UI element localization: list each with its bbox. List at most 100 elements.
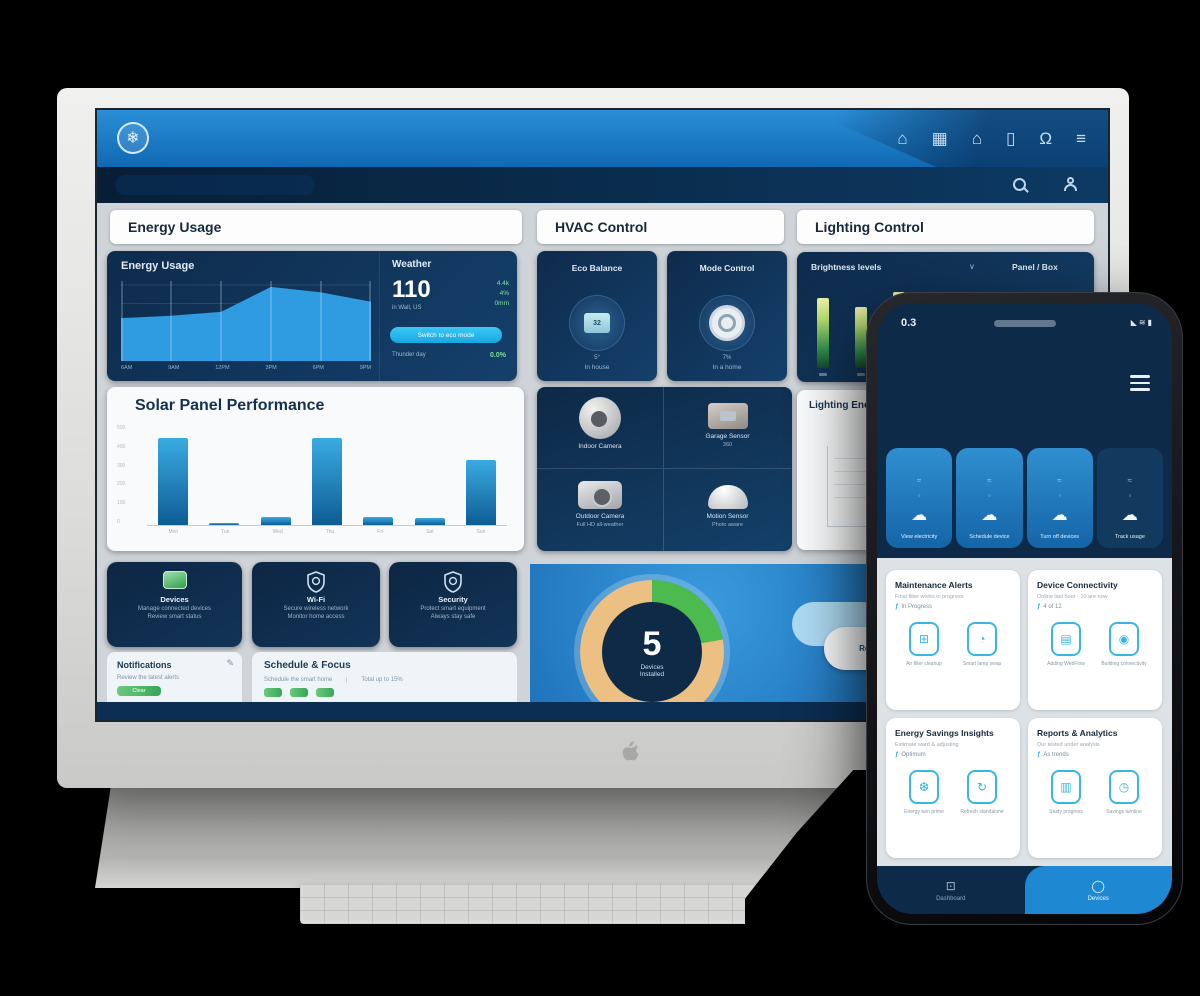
quick-tile[interactable]: ≈ ◦ ☁ View electricity [886, 448, 953, 548]
device-cell-motion-sensor[interactable]: Motion Sensor Photo aware [664, 469, 791, 551]
edit-pencil-icon[interactable]: ✎ [226, 658, 234, 668]
dome-sensor-icon [707, 485, 748, 509]
lighting-energy-title: Lighting Energy [809, 400, 886, 411]
box-sensor-icon [707, 403, 748, 429]
energy-section-label: Energy Usage [128, 219, 222, 235]
nav-tab-dashboard[interactable]: ⊡ Dashboard [877, 866, 1025, 914]
camera-icon [578, 481, 622, 509]
device-cell-garage-sensor[interactable]: Garage Sensor 360 [664, 387, 791, 469]
phone-card[interactable]: Energy Savings Insights Estimate ward & a… [886, 718, 1020, 858]
hvac-eco-sub: In house [584, 364, 610, 371]
weather-footer-right: 0.0% [490, 352, 506, 359]
solar-bar [311, 437, 342, 525]
snow-icon[interactable]: ❆ [909, 770, 939, 804]
speaker-notch [993, 320, 1056, 327]
search-icon[interactable] [1013, 178, 1026, 191]
solar-bar [363, 517, 394, 525]
card-meta: ƒ In Progress [895, 604, 933, 610]
dot-icon: ◦ [1128, 491, 1132, 500]
brightness-bar[interactable] [855, 306, 867, 377]
meter-icon[interactable]: ◷ [1109, 770, 1139, 804]
quick-tile[interactable]: ≈ ◦ ☁ Track usage [1096, 448, 1163, 548]
user-icon[interactable] [1064, 177, 1078, 191]
dot-icon: ◦ [987, 491, 991, 500]
clock-icon[interactable]: ◔ [967, 622, 997, 656]
weather-action-button[interactable]: Switch to eco mode [390, 327, 502, 343]
quick-tile[interactable]: ≈ ◦ ☁ Turn off devices [1026, 448, 1093, 548]
cloud-icon: ☁ [981, 507, 998, 524]
weather-title: Weather [392, 259, 432, 270]
solar-x-label: Wed [272, 529, 283, 535]
hvac-mode-meta: 7% [722, 355, 732, 361]
weather-value: 110 [392, 276, 431, 303]
bell-icon[interactable]: Ω [1039, 129, 1053, 148]
weather-location: in Wall, US [392, 305, 422, 311]
calendar-icon[interactable]: ▦ [931, 129, 948, 148]
device-cell-outdoor-camera[interactable]: Outdoor Camera Full HD all-weather [537, 469, 664, 551]
brightness-bar[interactable] [817, 297, 829, 377]
home-icon[interactable]: ⌂ [897, 129, 908, 148]
apple-logo [617, 738, 639, 769]
card-title: Energy Savings Insights [895, 728, 994, 738]
shield-icon [304, 571, 328, 593]
hvac-card-mode[interactable]: Mode Control 7% In a home [667, 251, 787, 381]
grid-icon[interactable]: ⊞ [909, 622, 939, 656]
report-icon[interactable]: ▥ [1051, 770, 1081, 804]
nav-tab-devices[interactable]: ◯ Devices [1024, 866, 1172, 914]
security-devices-card: Indoor Camera Garage Sensor 360 Outdoor … [537, 387, 792, 551]
phone-card[interactable]: Reports & Analytics Our tested under anal… [1028, 718, 1162, 858]
card-title: Device Connectivity [1037, 580, 1118, 590]
phone: 0.3 ◣≋▮ ≈ ◦ ☁ View electricity ≈ ◦ ☁ Schedule d… [866, 292, 1183, 925]
phone-card[interactable]: Maintenance Alerts Final filter works in … [886, 570, 1020, 710]
menu-icon[interactable]: ≡ [1076, 129, 1086, 148]
quick-tile[interactable]: ≈ ◦ ☁ Schedule device [956, 448, 1023, 548]
phone-card[interactable]: Device Connectivity Online last hour · 10… [1028, 570, 1162, 710]
card-subtitle: Online last hour · 10 are now [1037, 594, 1108, 600]
refresh-icon[interactable]: ↻ [967, 770, 997, 804]
target-icon[interactable]: ◉ [1109, 622, 1139, 656]
hvac-eco-title: Eco Balance [571, 263, 623, 273]
cloud-icon: ☁ [911, 507, 928, 524]
solar-y-tick: 400 [117, 443, 126, 450]
card-subtitle: Estimate ward & adjusting [895, 742, 959, 748]
shield-icon [441, 571, 465, 593]
weather-stat: 4% [499, 289, 509, 297]
solar-x-label: Mon [168, 529, 179, 535]
weather-stats: 4.4k 4% 0mm [495, 279, 509, 308]
dot-icon: ◦ [917, 491, 921, 500]
hvac-mode-title: Mode Control [699, 263, 755, 273]
header-nav: ⌂ ▦ ⌂ ▯ Ω ≡ [897, 110, 1086, 167]
house-icon[interactable]: ⌂ [971, 129, 982, 148]
clear-chip[interactable]: Clear [117, 686, 161, 696]
schedule-chips[interactable] [264, 688, 505, 697]
device-cell-indoor-camera[interactable]: Indoor Camera [537, 387, 664, 469]
feature-card-wifi[interactable]: Wi-Fi Secure wireless network Monitor ho… [252, 562, 380, 647]
energy-chart-title: Energy Usage [121, 260, 195, 272]
app-logo[interactable]: ❄ [117, 122, 149, 154]
solar-x-label: Sat [426, 529, 434, 535]
solar-y-tick: 500 [117, 425, 126, 431]
menu-icon[interactable] [1130, 375, 1150, 395]
hvac-card-eco[interactable]: Eco Balance 32 5° In house [537, 251, 657, 381]
energy-x-label: 9AM [168, 365, 180, 371]
snowflake-icon: ❄ [126, 130, 140, 147]
solar-x-axis: Mon Tue Wed Thu Fri Sat Sun [147, 529, 507, 535]
card-title: Maintenance Alerts [895, 580, 973, 590]
panel-icon[interactable]: ▤ [1051, 622, 1081, 656]
energy-chart-x-labels: 6AM 9AM 12PM 3PM 6PM 9PM [121, 365, 371, 371]
chevron-down-icon[interactable]: ∨ [969, 262, 975, 271]
section-title-energy: Energy Usage [110, 210, 522, 244]
sparkle-icon: ≈ [1057, 476, 1062, 485]
solar-bar [260, 517, 291, 525]
energy-x-label: 6PM [312, 365, 324, 371]
energy-x-label: 6AM [121, 365, 133, 371]
solar-x-label: Fri [377, 529, 384, 535]
search-field[interactable] [115, 175, 315, 195]
card-meta: ƒ As trends [1037, 752, 1069, 758]
devices-gauge: 5 Devices Installed [580, 580, 724, 720]
solar-title: Solar Panel Performance [135, 397, 325, 414]
document-icon[interactable]: ▯ [1006, 129, 1016, 148]
thermostat-display-icon: 32 [569, 295, 625, 351]
feature-card-devices[interactable]: Devices Manage connected devices Review … [107, 562, 242, 647]
feature-card-security[interactable]: Security Protect smart equipment Always … [389, 562, 517, 647]
